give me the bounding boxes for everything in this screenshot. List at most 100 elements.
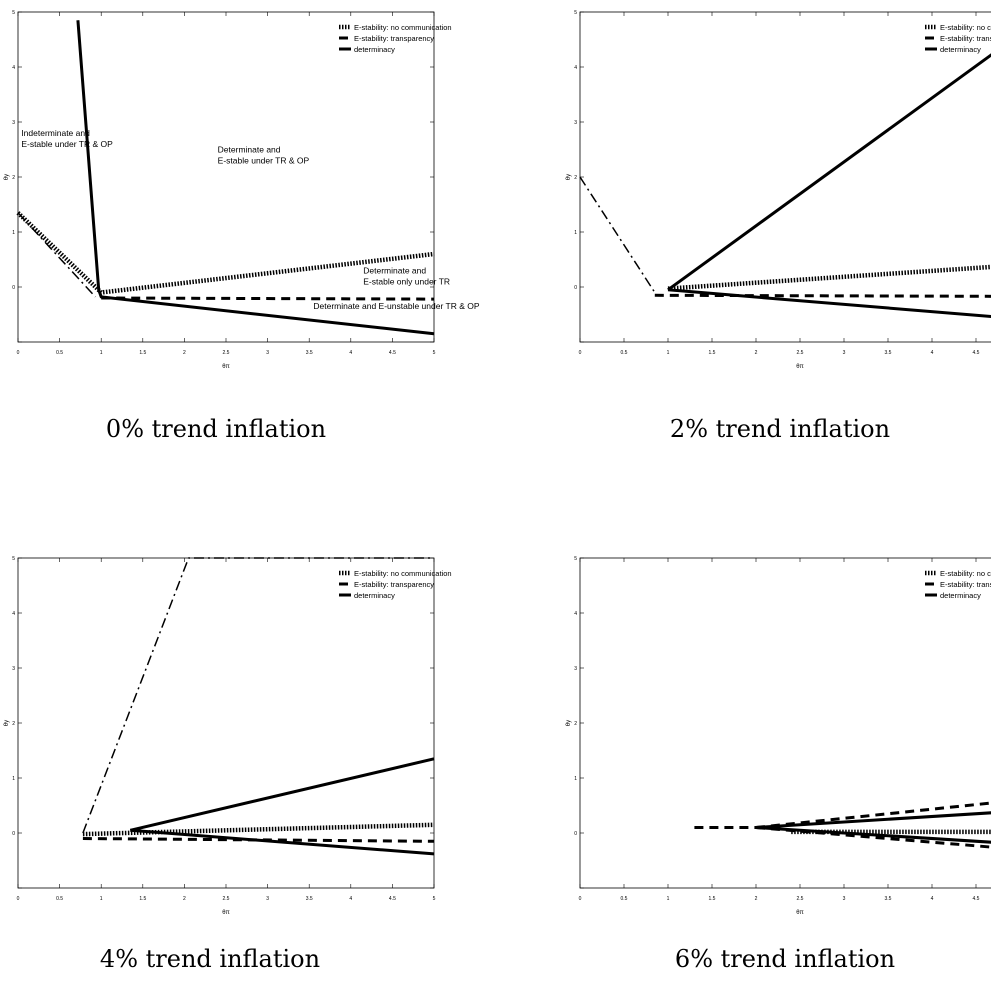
y-tick-label: 1 [12, 776, 15, 782]
x-tick-label: 4 [931, 896, 934, 902]
boundary-line-dashdot [17, 212, 96, 298]
y-axis-label: θy [4, 174, 10, 180]
x-tick-label: 2 [183, 350, 186, 356]
y-tick-label: 3 [12, 120, 15, 126]
legend-label: determinacy [354, 591, 395, 600]
chart-panel-1: 00.511.522.533.544.55012345θπθyE-stabili… [560, 0, 991, 470]
x-tick-label: 2.5 [223, 896, 230, 902]
y-tick-label: 0 [574, 831, 577, 837]
y-tick-label: 4 [574, 611, 577, 617]
caption-3: 6% trend inflation [674, 945, 896, 973]
x-tick-label: 0 [579, 896, 582, 902]
series-line-2 [755, 811, 991, 829]
y-tick-label: 3 [574, 120, 577, 126]
x-tick-label: 0.5 [56, 896, 63, 902]
plot-frame [579, 11, 991, 343]
chart-3: 00.511.522.533.544.55012345θπθyE-stabili… [566, 556, 991, 916]
x-tick-label: 1.5 [709, 896, 716, 902]
x-tick-label: 1 [100, 896, 103, 902]
boundary-line-dashdot [579, 176, 656, 293]
x-tick-label: 2.5 [797, 350, 804, 356]
x-tick-label: 3 [266, 350, 269, 356]
x-tick-label: 2 [755, 896, 758, 902]
x-tick-label: 1.5 [709, 350, 716, 356]
caption-1: 2% trend inflation [669, 415, 891, 443]
y-tick-label: 2 [12, 175, 15, 181]
y-axis-label: θy [566, 720, 572, 726]
series-line-2 [667, 288, 991, 319]
y-tick-label: 1 [12, 230, 15, 236]
series-line-0 [667, 264, 991, 291]
x-tick-label: 0.5 [56, 350, 63, 356]
legend-label: E-stability: no communication [940, 569, 991, 578]
legend-label: determinacy [940, 591, 981, 600]
legend-label: E-stability: no communication [940, 23, 991, 32]
x-tick-label: 4.5 [973, 896, 980, 902]
region-annotation: Determinate and [363, 265, 426, 275]
legend-label: determinacy [940, 45, 981, 54]
y-tick-label: 1 [574, 776, 577, 782]
chart-panel-0: 0 0.5 1 1.5 2 2.5 3 3.5 4 4.5 5 0 1 2 3 4 5 θπ θy Indetermi… [0, 0, 480, 470]
x-tick-label: 1 [667, 896, 670, 902]
series-line-2 [667, 53, 991, 292]
y-tick-label: 5 [12, 556, 15, 562]
x-axis-label: θπ [796, 364, 803, 370]
x-tick-label: 0.5 [621, 350, 628, 356]
legend-label: determinacy [354, 45, 395, 54]
x-tick-label: 4.5 [389, 350, 396, 356]
y-tick-label: 2 [574, 175, 577, 181]
x-tick-label: 1 [100, 350, 103, 356]
legend-label: E-stability: no communication [354, 569, 452, 578]
series-line-2 [76, 20, 435, 336]
boundary-line-dashdot [82, 557, 434, 834]
y-axis-label: θy [566, 174, 572, 180]
y-tick-label: 2 [12, 721, 15, 727]
x-tick-label: 4.5 [389, 896, 396, 902]
x-tick-label: 1.5 [139, 896, 146, 902]
y-tick-label: 4 [12, 65, 15, 71]
series-line-1 [654, 293, 991, 298]
y-tick-label: 3 [12, 666, 15, 672]
y-tick-label: 5 [574, 556, 577, 562]
x-tick-label: 3.5 [306, 896, 313, 902]
region-annotation: Determinate and [218, 144, 281, 154]
y-tick-label: 0 [12, 831, 15, 837]
caption-0: 0% trend inflation [105, 415, 327, 443]
y-tick-label: 0 [12, 285, 15, 291]
x-tick-label: 3.5 [885, 896, 892, 902]
series-line-1 [82, 837, 435, 843]
x-tick-label: 2.5 [797, 896, 804, 902]
x-tick-label: 4 [931, 350, 934, 356]
x-axis-label: θπ [222, 910, 229, 916]
region-annotation: E-stable only under TR [363, 276, 450, 286]
x-tick-label: 2 [183, 896, 186, 902]
y-tick-label: 4 [574, 65, 577, 71]
x-tick-label: 5 [433, 350, 436, 356]
y-tick-label: 2 [574, 721, 577, 727]
x-tick-label: 1.5 [139, 350, 146, 356]
x-tick-label: 3 [843, 896, 846, 902]
x-tick-label: 0 [17, 350, 20, 356]
chart-panel-3: 00.511.522.533.544.55012345θπθyE-stabili… [560, 540, 991, 989]
region-annotation: E-stable under TR & OP [218, 155, 310, 165]
x-tick-label: 0.5 [621, 896, 628, 902]
legend-label: E-stability: transparency [354, 580, 434, 589]
x-tick-label: 3.5 [885, 350, 892, 356]
chart-1: 00.511.522.533.544.55012345θπθyE-stabili… [566, 10, 991, 370]
y-tick-label: 5 [12, 10, 15, 16]
y-axis-label: θy [4, 720, 10, 726]
x-tick-label: 4 [349, 350, 352, 356]
y-tick-label: 5 [574, 10, 577, 16]
region-annotation: E-stable under TR & OP [21, 139, 113, 149]
x-tick-label: 4 [349, 896, 352, 902]
x-tick-label: 0 [17, 896, 20, 902]
x-tick-label: 5 [433, 896, 436, 902]
x-tick-label: 2 [755, 350, 758, 356]
series-line-2 [129, 757, 435, 832]
series-line-1 [101, 296, 435, 301]
x-tick-label: 0 [579, 350, 582, 356]
legend-label: E-stability: transparency [354, 34, 434, 43]
legend-label: E-stability: transparency [940, 34, 991, 43]
legend-label: E-stability: no communication [354, 23, 452, 32]
chart-panel-2: 0 0.5 1 1.5 2 2.5 3 3.5 4 4.5 5 0 1 2 3 4 5 θπ θy E-stabili… [0, 540, 460, 989]
